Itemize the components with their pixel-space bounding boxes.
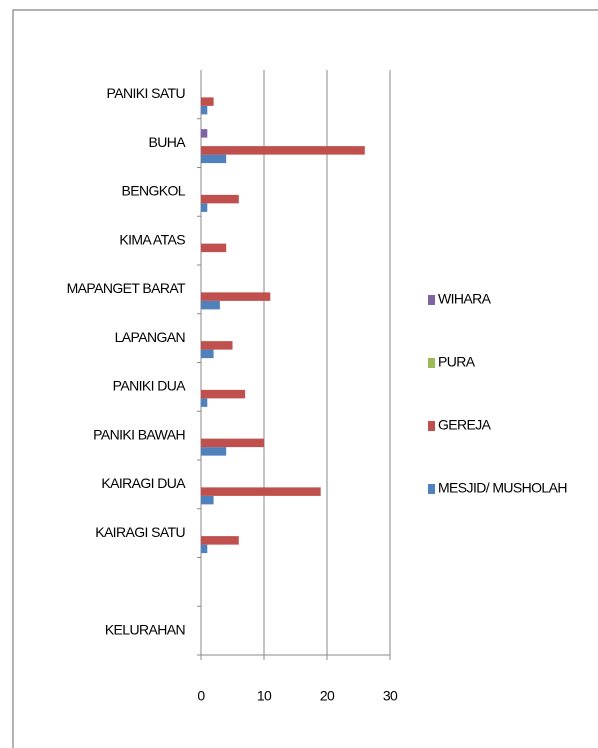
bar xyxy=(201,300,220,310)
bar xyxy=(201,105,208,115)
bar xyxy=(201,349,214,359)
legend-label: PURA xyxy=(438,354,476,370)
x-tick-label: 0 xyxy=(197,688,205,704)
bar xyxy=(201,544,208,554)
bar xyxy=(201,129,208,138)
y-tick-label: PANIKI BAWAH xyxy=(93,426,185,442)
bar xyxy=(201,536,239,545)
legend-label: WIHARA xyxy=(438,291,492,307)
y-tick-label: PANIKI SATU xyxy=(107,85,186,101)
bar xyxy=(201,495,214,505)
y-tick-label: KIMA ATAS xyxy=(119,231,185,247)
bar xyxy=(201,292,271,301)
chart-frame xyxy=(12,9,598,748)
y-tick-label: LAPANGAN xyxy=(115,329,185,345)
bar xyxy=(201,203,208,212)
legend-label: MESJID/ MUSHOLAH xyxy=(438,480,567,496)
bar xyxy=(201,447,227,456)
y-tick-label: MAPANGET BARAT xyxy=(67,280,186,296)
bar xyxy=(201,243,227,253)
x-tick-label: 10 xyxy=(257,688,272,704)
legend-swatch xyxy=(428,358,435,368)
y-tick-label: PANIKI DUA xyxy=(113,378,187,394)
y-tick-label: BENGKOL xyxy=(122,183,186,199)
bar xyxy=(201,487,321,496)
legend-swatch xyxy=(428,421,435,431)
legend-label: GEREJA xyxy=(438,417,492,433)
bar xyxy=(201,194,239,204)
y-tick-label: KAIRAGI SATU xyxy=(95,524,185,540)
legend-swatch xyxy=(428,484,435,494)
bar xyxy=(201,146,365,155)
y-tick-label: KELURAHAN xyxy=(105,621,185,637)
legend-swatch xyxy=(428,295,435,305)
x-tick-label: 30 xyxy=(383,688,398,704)
bar xyxy=(201,154,227,164)
bar xyxy=(201,389,246,399)
bar xyxy=(201,398,208,407)
x-tick-label: 20 xyxy=(320,688,335,704)
y-tick-label: KAIRAGI DUA xyxy=(101,475,186,491)
y-tick-label: BUHA xyxy=(149,134,187,150)
bar xyxy=(201,97,214,106)
bar xyxy=(201,341,233,350)
bar xyxy=(201,438,264,448)
